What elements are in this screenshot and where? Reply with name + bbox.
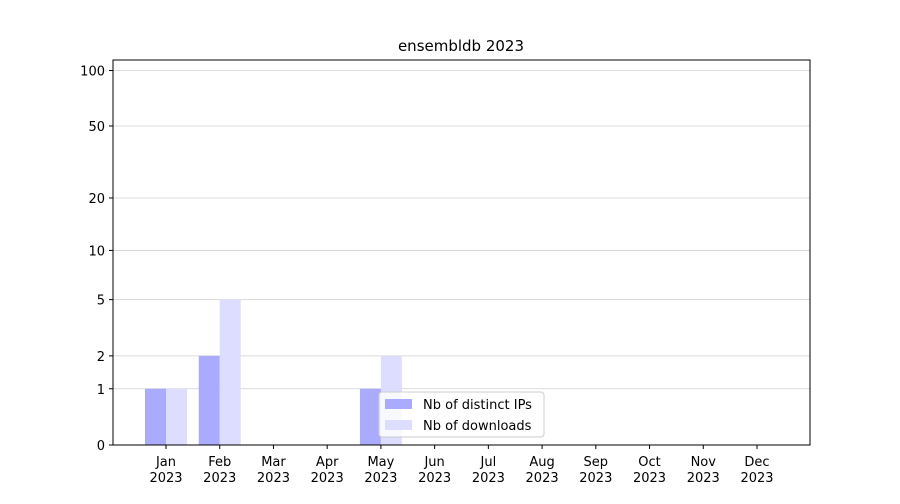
y-tick-label: 20 — [88, 192, 105, 207]
bar — [359, 388, 381, 445]
plot-frame — [112, 59, 811, 446]
chart-title: ensembldb 2023 — [398, 37, 524, 55]
x-tick-label: Feb 2023 — [203, 455, 236, 486]
legend-swatch — [385, 420, 412, 430]
x-tick-label: Jan 2023 — [149, 455, 182, 486]
bar — [166, 388, 187, 445]
x-tick-label: Oct 2023 — [633, 455, 666, 486]
x-tick-label: Jul 2023 — [472, 455, 505, 486]
x-tick-label: May 2023 — [364, 455, 397, 486]
x-tick-label: Aug 2023 — [526, 455, 559, 486]
y-tick-label: 100 — [80, 65, 105, 80]
y-tick-label: 5 — [97, 294, 105, 309]
y-tick-label: 1 — [97, 383, 105, 398]
x-tick-label: Apr 2023 — [311, 455, 344, 486]
y-tick-label: 50 — [88, 120, 105, 135]
bar — [145, 388, 166, 445]
legend-swatch — [385, 399, 412, 409]
x-tick-label: Jun 2023 — [418, 455, 451, 486]
x-tick-label: Dec 2023 — [740, 455, 773, 486]
legend-label: Nb of downloads — [423, 419, 532, 434]
legend-frame — [378, 391, 545, 438]
bar — [198, 355, 220, 445]
legend-label: Nb of distinct IPs — [423, 398, 532, 413]
y-tick-label: 10 — [88, 244, 105, 259]
x-tick-label: Nov 2023 — [687, 455, 720, 486]
x-tick-label: Sep 2023 — [579, 455, 612, 486]
x-tick-label: Mar 2023 — [257, 455, 290, 486]
y-tick-label: 0 — [97, 439, 105, 454]
y-tick-label: 2 — [97, 350, 105, 365]
bar — [219, 299, 241, 445]
legend: Nb of distinct IPs Nb of downloads — [378, 391, 545, 438]
